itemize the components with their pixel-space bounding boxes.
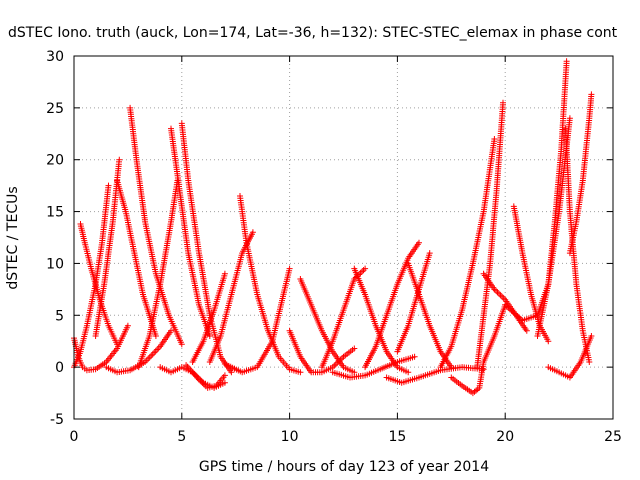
- x-tick-label: 5: [177, 429, 186, 445]
- data-point: [116, 156, 123, 163]
- grid-lines: [74, 56, 613, 419]
- y-tick-label: -5: [50, 412, 64, 428]
- data-point: [221, 270, 228, 277]
- series-5: [127, 104, 185, 348]
- data-point: [221, 372, 228, 379]
- data-point: [228, 369, 235, 376]
- data-point: [411, 353, 418, 360]
- series-20: [351, 265, 412, 376]
- series-0: [71, 322, 131, 374]
- data-point: [362, 265, 369, 272]
- data-point: [221, 379, 228, 386]
- series-12: [189, 270, 228, 365]
- x-tick-label: 20: [496, 429, 514, 445]
- x-tick-label: 10: [281, 429, 299, 445]
- data-point: [297, 369, 304, 376]
- data-point: [114, 341, 121, 348]
- data-point: [491, 136, 498, 142]
- y-axis-title: dSTEC / TECUs: [5, 186, 21, 289]
- y-tick-label: 25: [46, 101, 64, 117]
- axis-ticks: 0 5 10 15 20 25 -5 0 5 10 15 20 25 30: [46, 49, 622, 445]
- y-tick-label: 15: [46, 205, 64, 221]
- y-tick-label: 30: [46, 49, 64, 65]
- series-15: [221, 265, 293, 376]
- data-point: [286, 265, 293, 272]
- series-7: [135, 177, 181, 371]
- series-25: [437, 136, 498, 371]
- data-point: [351, 345, 358, 352]
- y-tick-label: 0: [55, 360, 64, 376]
- x-axis-title: GPS time / hours of day 123 of year 2014: [199, 459, 489, 475]
- chart-title: dSTEC Iono. truth (auck, Lon=174, Lat=-3…: [8, 25, 618, 41]
- data-point: [523, 327, 530, 334]
- plot-frame: [73, 55, 614, 420]
- data-point: [566, 115, 573, 122]
- x-tick-label: 0: [70, 429, 79, 445]
- data-point: [416, 239, 422, 246]
- series-4: [114, 177, 159, 339]
- data-point: [124, 322, 131, 329]
- data-point: [500, 99, 506, 106]
- series-22: [394, 250, 433, 355]
- series-24: [383, 364, 487, 386]
- data-point: [152, 333, 159, 339]
- series-33: [545, 333, 595, 381]
- data-point: [148, 352, 155, 359]
- x-tick-label: 15: [388, 429, 406, 445]
- y-tick-label: 5: [55, 308, 64, 324]
- series-29: [510, 203, 552, 345]
- y-tick-label: 20: [46, 153, 64, 169]
- data-point: [249, 229, 256, 236]
- data-point: [480, 366, 487, 373]
- series-34: [566, 91, 595, 257]
- series-21: [362, 239, 422, 371]
- series-1: [77, 221, 121, 348]
- series-16: [286, 327, 358, 376]
- series-17: [297, 276, 358, 376]
- data-point: [494, 289, 501, 296]
- data-point: [588, 333, 595, 339]
- series-26: [448, 301, 509, 397]
- series-6: [103, 327, 174, 376]
- data-point: [586, 359, 593, 365]
- y-tick-label: 10: [46, 256, 64, 272]
- data-point: [405, 369, 412, 376]
- series-27: [474, 99, 506, 371]
- series-2: [71, 182, 112, 371]
- data-point: [563, 58, 570, 65]
- series-30: [502, 115, 573, 324]
- data-point: [206, 333, 213, 339]
- x-tick-label: 25: [604, 429, 622, 445]
- series-31: [534, 58, 570, 339]
- series-3: [92, 156, 123, 339]
- series-8: [168, 125, 213, 339]
- data-point: [426, 250, 433, 257]
- data-point: [105, 182, 112, 189]
- data-point: [588, 91, 595, 98]
- data-point: [146, 354, 153, 361]
- series-19: [329, 353, 418, 381]
- data-point: [168, 327, 174, 334]
- series-14: [237, 193, 304, 376]
- data-point: [545, 338, 552, 345]
- series-11: [183, 362, 228, 391]
- data-point: [178, 341, 185, 348]
- series-32: [562, 125, 593, 365]
- data-points: [71, 58, 595, 397]
